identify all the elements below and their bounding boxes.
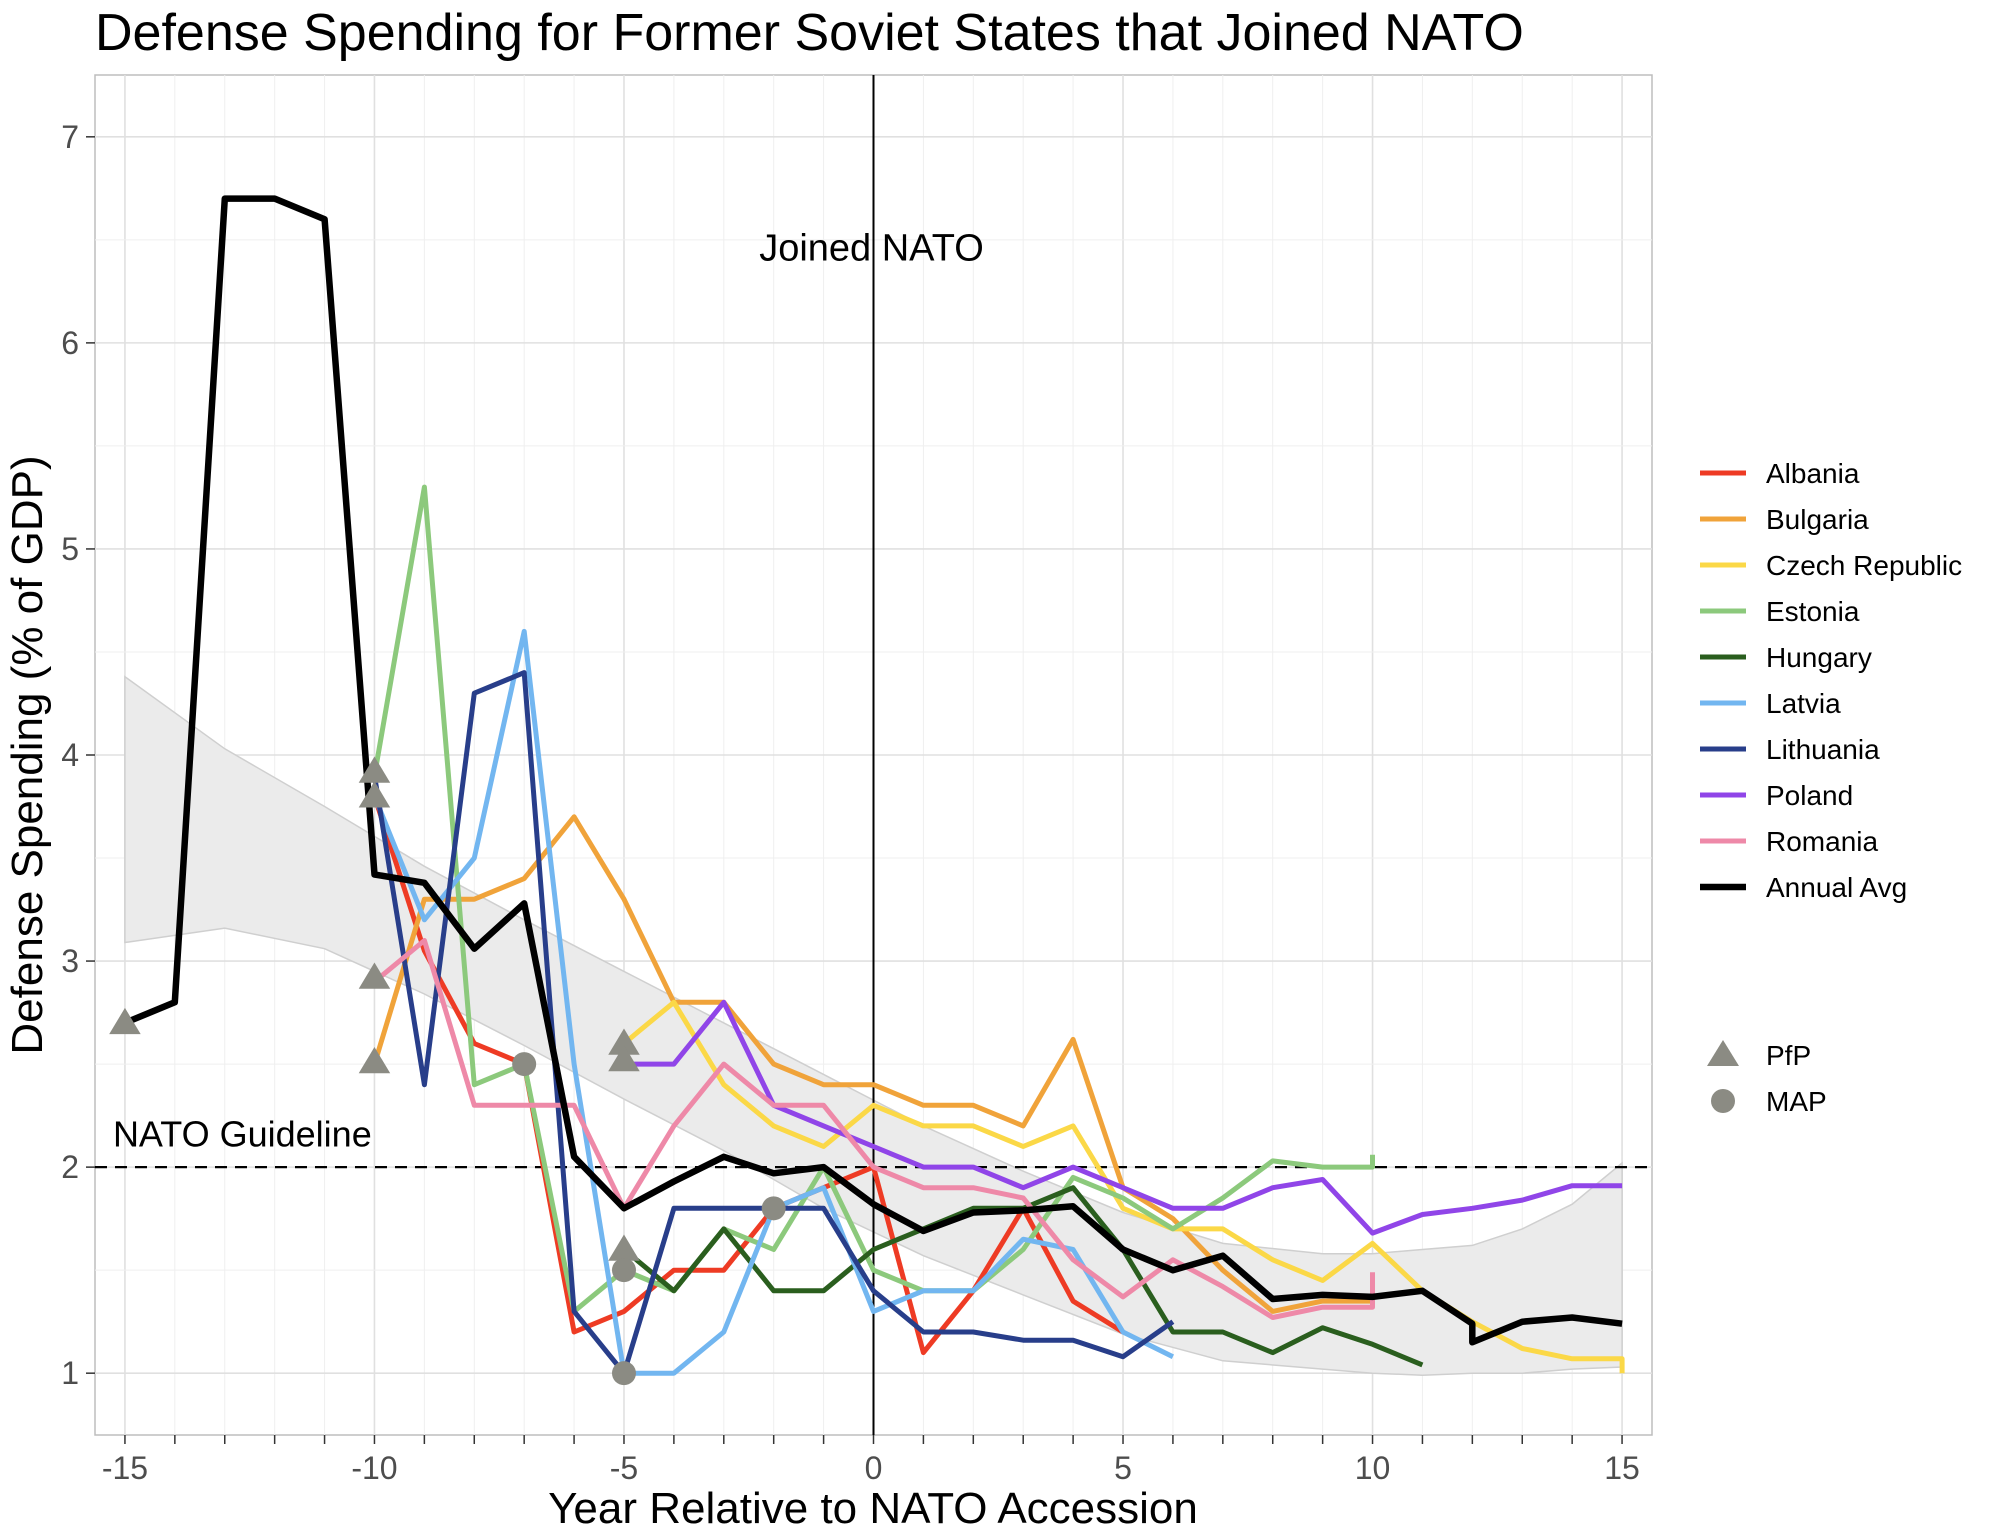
pfp-marker xyxy=(109,1007,141,1035)
nato-guideline-annotation: NATO Guideline xyxy=(113,1114,372,1155)
series-line-poland xyxy=(624,999,1623,1236)
x-tick-label: -15 xyxy=(102,1450,148,1486)
x-tick-label: -10 xyxy=(351,1450,397,1486)
y-tick-label: 4 xyxy=(61,737,79,773)
legend-label: Estonia xyxy=(1766,596,1860,627)
legend-marker-label: PfP xyxy=(1766,1040,1811,1071)
pfp-marker xyxy=(608,1028,640,1055)
event-markers xyxy=(109,756,786,1386)
map-marker xyxy=(761,1196,786,1221)
legend-map-marker xyxy=(1711,1089,1735,1113)
legend-label: Bulgaria xyxy=(1766,504,1869,535)
y-tick-label: 6 xyxy=(61,325,79,361)
x-axis-label: Year Relative to NATO Accession xyxy=(548,1484,1198,1533)
legend-pfp-marker xyxy=(1707,1040,1739,1066)
legend-label: Romania xyxy=(1766,826,1878,857)
x-tick-label: 15 xyxy=(1604,1450,1640,1486)
series-line-romania xyxy=(372,938,1375,1320)
x-tick-label: -5 xyxy=(610,1450,638,1486)
legend: Albania Bulgaria Czech Republic Estonia Hung… xyxy=(1700,458,1962,903)
y-axis-label: Defense Spending (% of GDP) xyxy=(3,455,52,1054)
y-tick-label: 7 xyxy=(61,119,79,155)
map-marker xyxy=(611,1258,636,1283)
marker-legend: PfP MAP xyxy=(1707,1040,1827,1117)
map-marker xyxy=(512,1052,537,1077)
y-tick-label: 3 xyxy=(61,943,79,979)
legend-label: Czech Republic xyxy=(1766,550,1962,581)
x-tick-label: 10 xyxy=(1355,1450,1391,1486)
x-tick-label: 0 xyxy=(865,1450,883,1486)
legend-label: Albania xyxy=(1766,458,1860,489)
pfp-marker xyxy=(358,962,391,989)
pfp-marker xyxy=(608,1044,640,1072)
legend-marker-label: MAP xyxy=(1766,1086,1827,1117)
reference-lines xyxy=(95,75,1652,1435)
pfp-marker xyxy=(358,756,391,783)
pfp-marker xyxy=(358,1047,391,1074)
x-tick-label: 5 xyxy=(1114,1450,1132,1486)
chart-title: Defense Spending for Former Soviet State… xyxy=(95,4,1524,62)
y-tick-label: 1 xyxy=(61,1355,79,1391)
axis-ticks: -15 -10 -5 0 5 10 15 1 2 3 4 5 6 7 xyxy=(61,119,1640,1486)
legend-label: Hungary xyxy=(1766,642,1872,673)
series-line-annual-avg xyxy=(123,195,1623,1346)
pfp-marker xyxy=(608,1234,640,1261)
joined-nato-annotation: Joined NATO xyxy=(759,227,984,269)
legend-label: Poland xyxy=(1766,780,1853,811)
legend-label: Lithuania xyxy=(1766,734,1880,765)
y-tick-label: 5 xyxy=(61,531,79,567)
pfp-marker xyxy=(358,781,391,808)
series-line-estonia xyxy=(372,484,1375,1314)
map-marker xyxy=(611,1361,636,1386)
legend-label: Latvia xyxy=(1766,688,1841,719)
y-tick-label: 2 xyxy=(61,1149,79,1185)
legend-label: Annual Avg xyxy=(1766,872,1907,903)
